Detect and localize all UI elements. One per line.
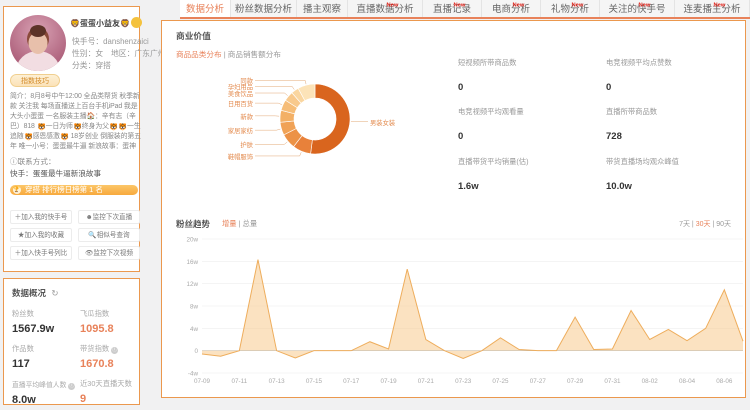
svg-text:07-19: 07-19: [380, 378, 397, 385]
svg-text:07-11: 07-11: [231, 378, 247, 385]
svg-text:-4w: -4w: [188, 371, 199, 378]
svg-text:12w: 12w: [186, 281, 198, 288]
svg-text:08-04: 08-04: [679, 378, 696, 385]
svg-text:07-09: 07-09: [194, 378, 211, 385]
svg-text:07-25: 07-25: [492, 378, 509, 385]
svg-text:8w: 8w: [190, 304, 199, 311]
svg-text:08-06: 08-06: [716, 378, 733, 385]
svg-text:07-29: 07-29: [567, 378, 584, 385]
svg-text:07-17: 07-17: [343, 378, 360, 385]
svg-text:07-23: 07-23: [455, 378, 472, 385]
svg-text:4w: 4w: [190, 326, 199, 333]
svg-text:07-15: 07-15: [306, 378, 323, 385]
svg-text:07-13: 07-13: [269, 378, 286, 385]
svg-text:20w: 20w: [186, 237, 198, 244]
svg-text:07-21: 07-21: [418, 378, 435, 385]
svg-text:07-31: 07-31: [604, 378, 621, 385]
svg-text:07-27: 07-27: [530, 378, 547, 385]
svg-text:16w: 16w: [186, 259, 198, 266]
svg-text:0: 0: [194, 348, 198, 355]
svg-text:08-02: 08-02: [642, 378, 659, 385]
